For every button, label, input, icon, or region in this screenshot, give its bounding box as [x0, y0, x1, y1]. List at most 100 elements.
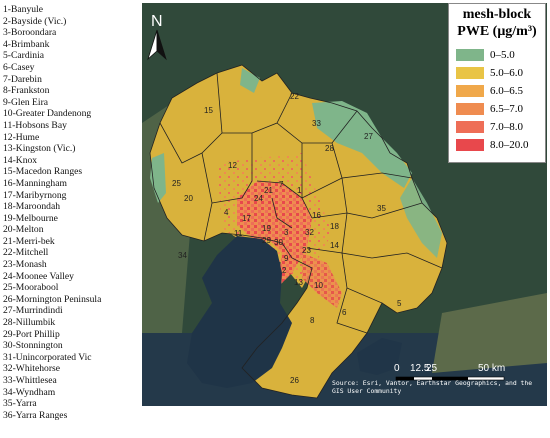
north-arrow-icon	[147, 29, 158, 61]
lga-list-item: 36-Yarra Ranges	[3, 409, 68, 421]
lga-number-label: 34	[178, 251, 187, 260]
lga-list-item: 30-Stonnington	[3, 340, 63, 352]
lga-number-label: 25	[172, 179, 181, 188]
lga-list-item: 23-Monash	[3, 259, 47, 271]
lga-number-label: 2	[282, 266, 287, 275]
lga-list-item: 34-Wyndham	[3, 386, 56, 398]
lga-number-label: 22	[290, 92, 299, 101]
lga-list-item: 19-Melbourne	[3, 212, 58, 224]
scale-tick-label: 0	[394, 363, 400, 374]
lga-list-item: 18-Maroondah	[3, 201, 61, 213]
legend-swatch	[456, 139, 484, 151]
lga-number-label: 18	[330, 222, 339, 231]
lga-list-item: 27-Murrindindi	[3, 305, 63, 317]
lga-list-item: 14-Knox	[3, 154, 38, 166]
lga-number-label: 29	[262, 236, 271, 245]
lga-list-item: 12-Hume	[3, 131, 40, 143]
lga-list-item: 11-Hobsons Bay	[3, 119, 67, 131]
lga-list-item: 13-Kingston (Vic.)	[3, 143, 76, 155]
lga-number-label: 8	[310, 316, 315, 325]
lga-number-label: 14	[330, 241, 339, 250]
lga-number-label: 10	[314, 281, 323, 290]
legend-swatch	[456, 67, 484, 79]
lga-list-item: 28-Nillumbik	[3, 317, 56, 329]
legend-swatch	[456, 49, 484, 61]
lga-number-label: 16	[312, 211, 321, 220]
north-label: N	[151, 13, 163, 30]
legend-label: 5.0–6.0	[490, 67, 523, 79]
lga-number-label: 35	[377, 204, 386, 213]
lga-list-item: 1-Banyule	[3, 4, 43, 15]
lga-number-label: 3	[284, 228, 289, 237]
map-attribution: Source: Esri, Vantor, Earthstar Geograph…	[332, 379, 533, 395]
legend-swatch	[456, 85, 484, 97]
green-ranges-northeast	[312, 101, 412, 188]
legend-label: 6.0–6.5	[490, 85, 523, 97]
port-phillip-bay	[187, 236, 292, 388]
lga-list-item: 5-Cardinia	[3, 50, 45, 62]
lga-number-label: 21	[264, 186, 273, 195]
lga-list-item: 24-Moonee Valley	[3, 270, 74, 282]
lga-list-item: 31-Unincorporated Vic	[3, 351, 92, 363]
lga-list-item: 33-Whittlesea	[3, 375, 57, 386]
lga-number-label: 7	[279, 180, 284, 189]
lga-list-item: 16-Manningham	[3, 177, 67, 189]
lga-number-label: 1	[297, 186, 302, 195]
lga-list-item: 4-Brimbank	[3, 38, 50, 50]
pwe-legend: mesh-block PWE (μg/m³) 0–5.0 5.0–6.0 6.0–6…	[448, 3, 546, 163]
hot-urban-core	[237, 181, 312, 288]
lga-list-item: 8-Frankston	[3, 85, 50, 97]
lga-legend-list: 1-Banyule 2-Bayside (Vic.) 3-Boroondara 4-B…	[3, 4, 143, 421]
western-port	[357, 338, 402, 375]
lga-number-label: 32	[305, 228, 314, 237]
lga-number-label: 12	[228, 161, 237, 170]
lga-list-item: 17-Maribyrnong	[3, 189, 67, 201]
legend-title-line2: PWE (μg/m³)	[457, 24, 537, 39]
lga-number-label: 23	[302, 246, 311, 255]
lga-list-item: 32-Whitehorse	[3, 363, 61, 375]
lga-number-label: 13	[294, 278, 303, 287]
hot-southeast-corridor	[302, 253, 342, 308]
lga-number-label: 17	[242, 214, 251, 223]
scale-tick-label: 12.5	[410, 363, 430, 374]
lga-number-label: 15	[204, 106, 213, 115]
lga-list-item: 25-Moorabool	[3, 282, 59, 294]
lga-number-label: 30	[274, 238, 283, 247]
map-panel[interactable]: 22 15 27 33 12 28 35 25 20 7 21 1 16 24 4 17 19 3 32 18 14 11…	[142, 3, 547, 406]
southeast-farmland	[432, 293, 547, 373]
lga-number-label: 27	[364, 132, 373, 141]
scale-tick-label: 25	[426, 363, 438, 374]
legend-label: 8.0–20.0	[490, 139, 529, 151]
green-ranges-east	[400, 178, 442, 258]
lga-number-label: 33	[312, 119, 321, 128]
lga-number-label: 28	[325, 144, 334, 153]
lga-number-label: 19	[262, 224, 271, 233]
legend-title-line1: mesh-block	[462, 7, 532, 22]
lga-number-label: 11	[234, 229, 243, 238]
lga-number-label: 5	[397, 299, 402, 308]
lga-list-item: 9-Glen Eira	[3, 96, 49, 108]
scale-tick-label: 50 km	[478, 363, 506, 374]
lga-boundaries	[149, 64, 448, 399]
lga-list-item: 26-Mornington Peninsula	[3, 293, 102, 305]
lga-number-label: 20	[184, 194, 193, 203]
lga-list-item: 20-Melton	[3, 224, 44, 236]
scale-bar	[395, 376, 505, 381]
lga-list-item: 35-Yarra	[3, 398, 37, 410]
lga-number-label: 6	[342, 308, 347, 317]
legend-label: 7.0–8.0	[490, 121, 523, 133]
lga-number-label: 9	[284, 254, 289, 263]
legend-label: 0–5.0	[490, 49, 515, 61]
lga-list-item: 7-Darebin	[3, 73, 42, 85]
legend-swatch	[456, 121, 484, 133]
green-ranges-west	[150, 153, 166, 203]
legend-swatch	[456, 103, 484, 115]
lga-list-item: 2-Bayside (Vic.)	[3, 15, 67, 27]
lga-list-item: 21-Merri-bek	[3, 235, 55, 247]
lga-list-item: 15-Macedon Ranges	[3, 166, 83, 178]
north-arrow: N	[142, 3, 172, 63]
lga-list-item: 29-Port Phillip	[3, 328, 60, 340]
lga-list-item: 22-Mitchell	[3, 247, 49, 259]
lga-list-item: 10-Greater Dandenong	[3, 108, 92, 120]
